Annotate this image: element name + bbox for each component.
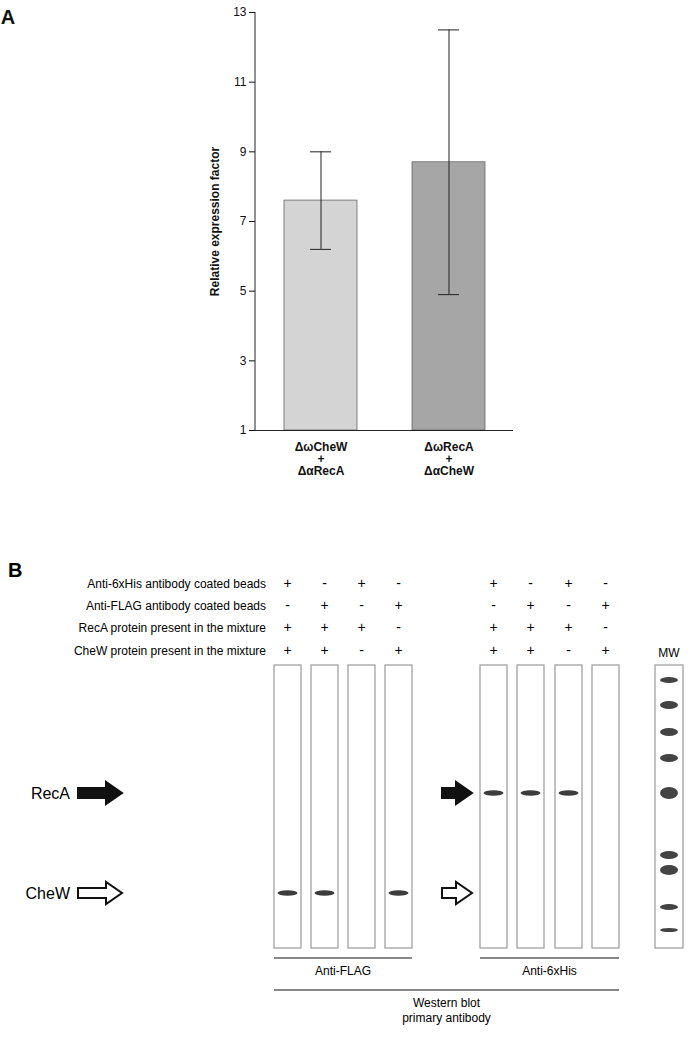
svg-text:+: + [357,619,365,635]
svg-text:+: + [320,597,328,613]
svg-text:Anti-6xHis antibody coated bea: Anti-6xHis antibody coated beads [87,577,266,591]
svg-text:5: 5 [240,284,247,298]
svg-text:+: + [601,597,609,613]
svg-text:+: + [564,619,572,635]
svg-text:Western blot: Western blot [413,996,481,1010]
svg-text:7: 7 [240,214,247,228]
svg-text:-: - [396,575,401,591]
svg-text:+: + [394,597,402,613]
svg-text:+: + [564,575,572,591]
svg-text:-: - [285,597,290,613]
svg-text:CheW: CheW [26,885,71,902]
svg-text:+: + [283,575,291,591]
svg-text:Anti-6xHis: Anti-6xHis [522,964,577,978]
svg-text:Relative expression factor: Relative expression factor [208,146,222,296]
svg-text:A: A [1,6,15,28]
svg-text:-: - [603,619,608,635]
svg-text:B: B [8,559,22,581]
svg-text:3: 3 [240,354,247,368]
svg-text:+: + [320,619,328,635]
svg-text:CheW protein present in the mi: CheW protein present in the mixture [74,644,266,658]
svg-text:11: 11 [234,75,247,89]
svg-text:+: + [283,619,291,635]
svg-text:-: - [566,642,571,658]
svg-text:-: - [566,597,571,613]
svg-text:-: - [322,575,327,591]
svg-text:Anti-FLAG: Anti-FLAG [315,964,371,978]
svg-text:RecA: RecA [31,785,70,802]
svg-text:+: + [320,642,328,658]
svg-text:+: + [526,642,534,658]
svg-text:-: - [491,597,496,613]
svg-text:primary antibody: primary antibody [402,1011,491,1025]
svg-text:+: + [526,619,534,635]
svg-text:-: - [359,642,364,658]
svg-text:1: 1 [240,423,247,437]
svg-text:Anti-FLAG antibody coated bead: Anti-FLAG antibody coated beads [86,599,266,613]
svg-text:-: - [396,619,401,635]
svg-text:+: + [489,575,497,591]
svg-text:+: + [283,642,291,658]
svg-text:ΔωRecA+ΔαCheW: ΔωRecA+ΔαCheW [424,440,475,478]
svg-text:+: + [357,575,365,591]
svg-text:9: 9 [240,145,247,159]
svg-text:MW: MW [658,646,680,660]
svg-text:RecA protein present in the mi: RecA protein present in the mixture [79,621,267,635]
svg-text:+: + [489,642,497,658]
svg-text:-: - [359,597,364,613]
svg-text:+: + [601,642,609,658]
svg-text:+: + [394,642,402,658]
svg-text:+: + [489,619,497,635]
svg-text:ΔωCheW+ΔαRecA: ΔωCheW+ΔαRecA [295,440,348,478]
svg-text:+: + [526,597,534,613]
svg-text:-: - [528,575,533,591]
svg-text:-: - [603,575,608,591]
svg-text:13: 13 [233,5,247,19]
